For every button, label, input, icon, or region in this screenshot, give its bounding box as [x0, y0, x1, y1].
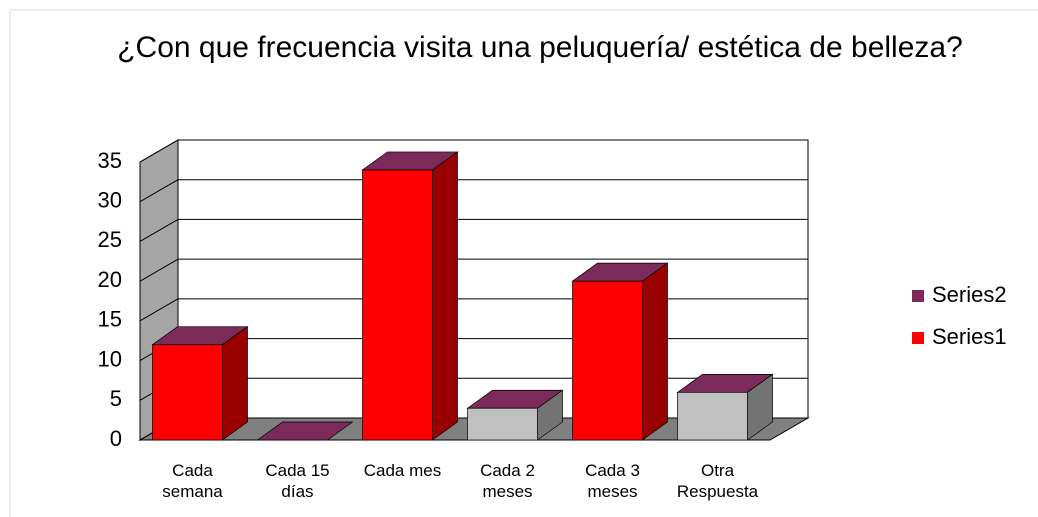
bar	[572, 280, 643, 441]
x-tick-label: Cada 3 meses	[585, 461, 640, 501]
grid-line	[139, 179, 179, 203]
x-tick-label: Otra Respuesta	[676, 461, 759, 501]
bar	[467, 407, 538, 441]
y-tick-label: 30	[98, 188, 122, 213]
bar	[362, 169, 433, 441]
grid-line	[139, 218, 179, 242]
y-tick-label: 5	[110, 386, 122, 411]
legend-label: Series2	[932, 282, 1007, 307]
legend-label: Series1	[932, 324, 1007, 349]
bar-top	[256, 421, 354, 441]
x-tick-label: Cada 15 días	[265, 461, 330, 501]
grid-line	[139, 258, 179, 282]
bar-side	[222, 326, 248, 441]
y-tick-label: 25	[98, 227, 122, 252]
grid-line	[139, 298, 179, 322]
bar	[677, 391, 748, 441]
x-tick-label: Cada 2 meses	[480, 461, 535, 501]
legend-swatch	[912, 290, 924, 302]
chart-title: ¿Con que frecuencia visita una peluquerí…	[117, 31, 963, 64]
y-tick-label: 0	[110, 426, 122, 451]
legend-swatch	[912, 332, 924, 344]
y-tick-label: 35	[98, 148, 122, 173]
grid-line	[139, 139, 179, 163]
bar-side	[432, 151, 458, 441]
bar-side	[642, 262, 668, 441]
y-tick-label: 20	[98, 267, 122, 292]
y-tick-label: 15	[98, 307, 122, 332]
x-tick-label: Cada mes	[363, 461, 442, 480]
x-tick-label: Cada semana	[162, 461, 223, 501]
y-tick-label: 10	[98, 346, 122, 371]
bar	[152, 344, 223, 441]
